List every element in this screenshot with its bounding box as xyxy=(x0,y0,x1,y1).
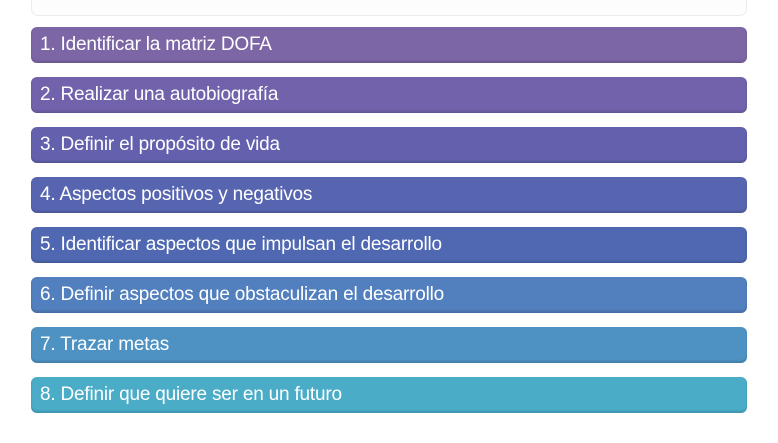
step-bar-6: 6. Definir aspectos que obstaculizan el … xyxy=(31,277,747,313)
step-bar-4: 4. Aspectos positivos y negativos xyxy=(31,177,747,213)
step-label-4: 4. Aspectos positivos y negativos xyxy=(40,184,313,205)
step-label-3: 3. Definir el propósito de vida xyxy=(40,134,280,155)
step-bar-5: 5. Identificar aspectos que impulsan el … xyxy=(31,227,747,263)
step-bar-7: 7. Trazar metas xyxy=(31,327,747,363)
step-label-8: 8. Definir que quiere ser en un futuro xyxy=(40,384,342,405)
step-label-2: 2. Realizar una autobiografía xyxy=(40,84,279,105)
step-bar-1: 1. Identificar la matriz DOFA xyxy=(31,27,747,63)
step-label-5: 5. Identificar aspectos que impulsan el … xyxy=(40,234,442,255)
cropped-top-shape xyxy=(31,0,747,16)
step-bar-8: 8. Definir que quiere ser en un futuro xyxy=(31,377,747,413)
step-bar-3: 3. Definir el propósito de vida xyxy=(31,127,747,163)
step-label-6: 6. Definir aspectos que obstaculizan el … xyxy=(40,284,445,305)
step-bar-2: 2. Realizar una autobiografía xyxy=(31,77,747,113)
step-label-7: 7. Trazar metas xyxy=(40,334,169,355)
step-label-1: 1. Identificar la matriz DOFA xyxy=(40,34,272,55)
